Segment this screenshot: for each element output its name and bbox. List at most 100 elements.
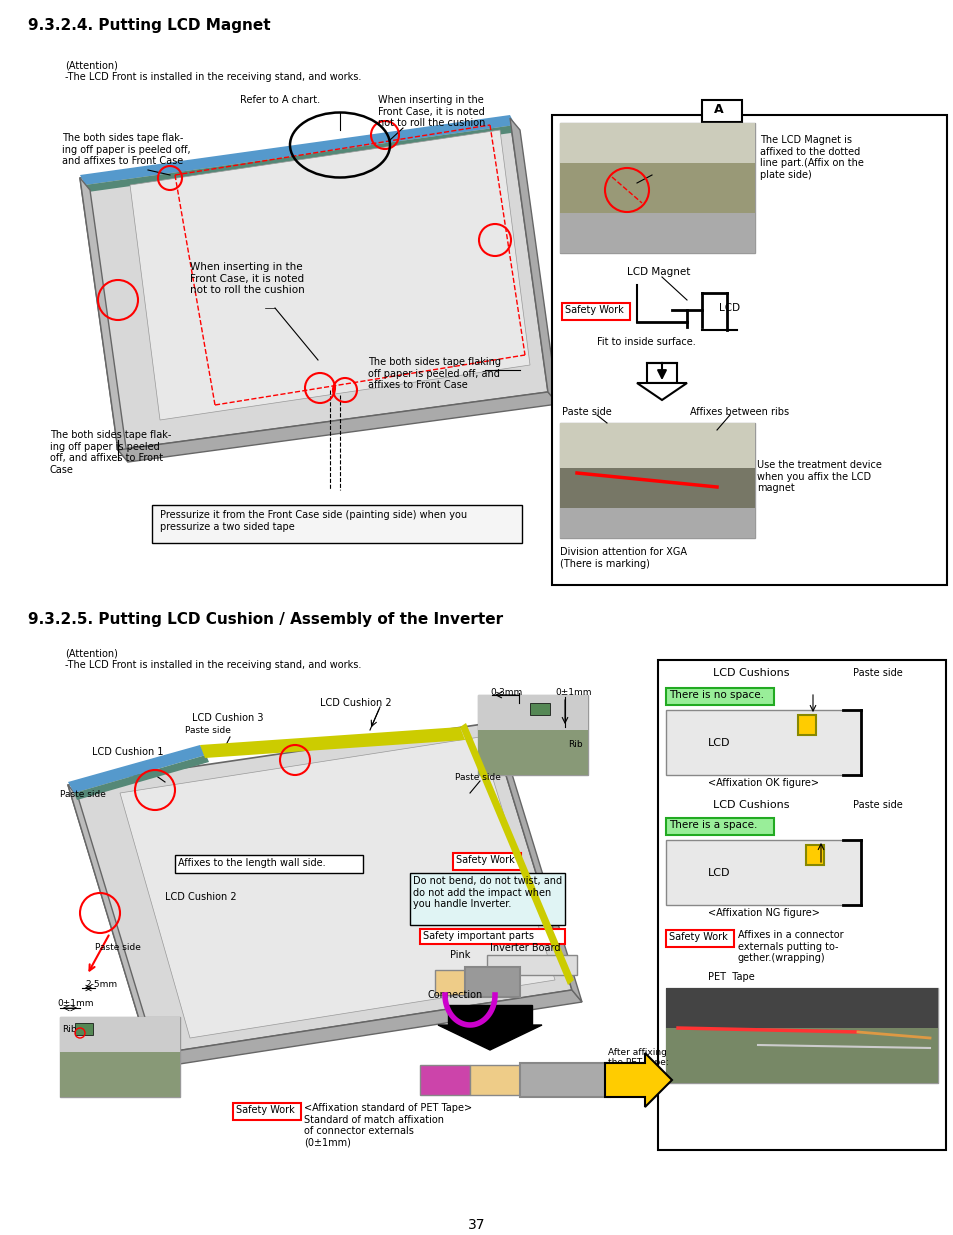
Text: Paste side: Paste side: [455, 773, 500, 782]
Bar: [519, 1063, 609, 1097]
Text: When inserting in the
Front Case, it is noted
not to roll the cushion: When inserting in the Front Case, it is …: [377, 95, 485, 128]
Text: LCD Cushion 3: LCD Cushion 3: [192, 713, 263, 722]
Bar: [410, 873, 564, 925]
Bar: [665, 688, 773, 705]
Text: -The LCD Front is installed in the receiving stand, and works.: -The LCD Front is installed in the recei…: [65, 72, 361, 82]
Bar: [233, 1103, 301, 1120]
Bar: [453, 853, 520, 869]
Bar: [75, 1023, 92, 1035]
Text: Paste side: Paste side: [185, 726, 231, 735]
Bar: [665, 710, 861, 776]
Text: LCD Cushion 2: LCD Cushion 2: [165, 892, 236, 902]
Text: The both sides tape flak-
ing off paper is peeled
off, and affixes to Front
Case: The both sides tape flak- ing off paper …: [50, 430, 172, 474]
Polygon shape: [120, 737, 555, 1037]
Bar: [448, 1005, 532, 1025]
Text: Paste side: Paste side: [60, 790, 106, 799]
Text: <Affixation NG figure>: <Affixation NG figure>: [707, 908, 819, 918]
Bar: [470, 1065, 519, 1095]
Text: LCD: LCD: [707, 739, 730, 748]
Text: Connection: Connection: [428, 990, 483, 1000]
Bar: [665, 818, 773, 835]
Bar: [477, 730, 587, 776]
Text: Safety Work: Safety Work: [456, 855, 515, 864]
Text: (Attention): (Attention): [65, 61, 118, 70]
Text: 9.3.2.4. Putting LCD Magnet: 9.3.2.4. Putting LCD Magnet: [28, 19, 271, 33]
Bar: [419, 1065, 470, 1095]
Text: Inverter Board: Inverter Board: [490, 944, 560, 953]
Text: -The LCD Front is installed in the receiving stand, and works.: -The LCD Front is installed in the recei…: [65, 659, 361, 671]
Bar: [559, 424, 754, 538]
Text: Paste side: Paste side: [95, 944, 141, 952]
Polygon shape: [68, 785, 160, 1067]
Text: 0±1mm: 0±1mm: [57, 999, 93, 1008]
Text: When inserting in the
Front Case, it is noted
not to roll the cushion: When inserting in the Front Case, it is …: [190, 262, 304, 295]
Text: Pressurize it from the Front Case side (painting side) when you
pressurize a two: Pressurize it from the Front Case side (…: [160, 510, 467, 531]
Text: Fit to inside surface.: Fit to inside surface.: [597, 337, 695, 347]
Bar: [60, 1016, 180, 1097]
Text: 9.3.2.5. Putting LCD Cushion / Assembly of the Inverter: 9.3.2.5. Putting LCD Cushion / Assembly …: [28, 613, 502, 627]
Bar: [552, 115, 946, 585]
Bar: [152, 505, 521, 543]
Text: 0-3mm: 0-3mm: [490, 688, 521, 697]
Bar: [530, 703, 550, 715]
Text: <Affixation OK figure>: <Affixation OK figure>: [707, 778, 818, 788]
Polygon shape: [68, 745, 206, 793]
Polygon shape: [80, 115, 515, 185]
Bar: [658, 659, 945, 1150]
Polygon shape: [150, 990, 581, 1067]
Text: Safety Work: Safety Work: [668, 932, 727, 942]
Bar: [559, 424, 754, 468]
Bar: [805, 845, 823, 864]
Text: After affixing
the PET Tape:: After affixing the PET Tape:: [607, 1049, 668, 1067]
Polygon shape: [80, 119, 547, 450]
Bar: [665, 988, 937, 1028]
Bar: [559, 468, 754, 508]
Polygon shape: [74, 755, 209, 800]
Text: LCD: LCD: [719, 303, 740, 312]
Text: Paste side: Paste side: [852, 668, 902, 678]
Polygon shape: [80, 178, 128, 462]
Text: There is a space.: There is a space.: [668, 820, 757, 830]
Text: Refer to A chart.: Refer to A chart.: [240, 95, 320, 105]
Text: Affixes to the length wall side.: Affixes to the length wall side.: [178, 858, 325, 868]
Text: Rib: Rib: [62, 1025, 76, 1034]
Bar: [559, 212, 754, 253]
Bar: [60, 1052, 180, 1097]
Bar: [477, 695, 587, 776]
Text: Paste side: Paste side: [561, 408, 611, 417]
Text: PET  Tape: PET Tape: [707, 972, 754, 982]
Text: LCD Cushions: LCD Cushions: [712, 800, 789, 810]
Text: Affixes in a connector
externals putting to-
gether.(wrapping): Affixes in a connector externals putting…: [738, 930, 842, 963]
Bar: [419, 929, 564, 944]
Text: LCD Magnet: LCD Magnet: [626, 267, 690, 277]
Bar: [486, 955, 577, 974]
Text: Division attention for XGA
(There is marking): Division attention for XGA (There is mar…: [559, 547, 686, 568]
Polygon shape: [200, 727, 464, 758]
Bar: [665, 1028, 937, 1083]
Polygon shape: [459, 722, 574, 986]
Text: The both sides tape flaking
off paper is peeled off, and
affixes to Front Case: The both sides tape flaking off paper is…: [368, 357, 500, 390]
Text: LCD Cushions: LCD Cushions: [712, 668, 789, 678]
Text: (Attention): (Attention): [65, 648, 118, 658]
Text: <Affixation standard of PET Tape>
Standard of match affixation
of connector exte: <Affixation standard of PET Tape> Standa…: [304, 1103, 472, 1147]
Polygon shape: [490, 722, 581, 1002]
Polygon shape: [68, 722, 572, 1055]
Bar: [561, 303, 629, 320]
Bar: [60, 1016, 180, 1052]
Polygon shape: [130, 130, 530, 420]
Text: There is no space.: There is no space.: [668, 690, 763, 700]
Bar: [665, 840, 861, 905]
Text: 0±1mm: 0±1mm: [555, 688, 591, 697]
Bar: [559, 163, 754, 212]
Text: LCD Cushion 1: LCD Cushion 1: [91, 747, 163, 757]
Text: Pink: Pink: [450, 950, 470, 960]
Polygon shape: [85, 125, 517, 191]
Text: Rib: Rib: [567, 740, 582, 748]
Text: Safety Work: Safety Work: [235, 1105, 294, 1115]
Text: Do not bend, do not twist, and
do not add the impact when
you handle Inverter.: Do not bend, do not twist, and do not ad…: [413, 876, 561, 909]
Text: The both sides tape flak-
ing off paper is peeled off,
and affixes to Front Case: The both sides tape flak- ing off paper …: [62, 133, 191, 167]
Text: The LCD Magnet is
affixed to the dotted
line part.(Affix on the
plate side): The LCD Magnet is affixed to the dotted …: [760, 135, 863, 180]
Text: LCD Cushion 2: LCD Cushion 2: [319, 698, 392, 708]
Text: A: A: [713, 103, 723, 116]
Text: LCD: LCD: [707, 868, 730, 878]
